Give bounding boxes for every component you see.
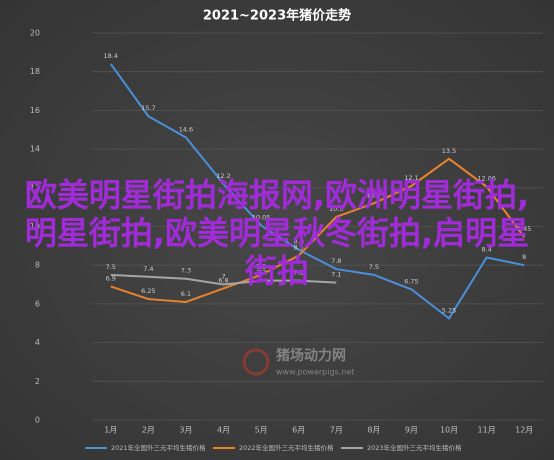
- y-tick-label: 2: [35, 377, 40, 386]
- data-label: 13.5: [442, 147, 456, 155]
- y-tick-label: 8: [35, 261, 40, 270]
- data-label: 8.8: [294, 238, 304, 246]
- chart-title: 2021~2023年猪价走势: [203, 8, 351, 24]
- data-label: 10.5: [329, 205, 343, 213]
- watermark-name: 猪场动力网: [275, 347, 346, 364]
- x-tick-label: 5月: [255, 426, 268, 435]
- y-tick-label: 6: [35, 299, 40, 308]
- data-label: 12.2: [216, 172, 230, 180]
- data-label: 7.5: [106, 263, 116, 271]
- watermark-logo: [242, 348, 270, 376]
- data-label: 7.8: [331, 257, 341, 265]
- data-label: 12.06: [477, 175, 496, 183]
- data-label: 7.5: [256, 263, 266, 271]
- x-tick-label: 12月: [515, 426, 533, 435]
- data-label: 10.05: [252, 214, 271, 222]
- data-label: 6.1: [181, 290, 191, 298]
- data-label: 6.25: [141, 287, 155, 295]
- data-label: 15.7: [141, 104, 155, 112]
- x-tick-label: 1月: [104, 426, 117, 435]
- x-tick-label: 10月: [440, 426, 458, 435]
- x-tick-label: 11月: [478, 426, 496, 435]
- x-tick-label: 2月: [142, 426, 155, 435]
- data-label: 12.1: [404, 174, 418, 182]
- watermark: 猪场动力网 www.powerpigs.net: [242, 347, 354, 377]
- data-label: 11.2: [367, 191, 381, 199]
- legend-label: 2021年全国外三元平均生猪价格: [111, 443, 206, 452]
- y-tick-label: 12: [30, 183, 40, 192]
- y-tick-label: 0: [35, 416, 40, 425]
- y-tick-label: 20: [30, 29, 40, 38]
- x-tick-label: 4月: [217, 426, 230, 435]
- legend-label: 2023年全国外三元平均生猪价格: [367, 443, 462, 452]
- x-tick-label: 8月: [367, 426, 380, 435]
- data-label: 7.2: [294, 269, 304, 277]
- data-label: 7: [221, 273, 225, 281]
- data-label: 6.75: [404, 277, 418, 285]
- series-line: [109, 63, 525, 320]
- x-tick-label: 9月: [405, 426, 418, 435]
- y-tick-label: 4: [35, 338, 40, 347]
- data-label: 6.8: [218, 276, 228, 284]
- data-label: 7.1: [331, 271, 341, 279]
- data-label: 8: [522, 253, 526, 261]
- data-label: 8.5: [294, 244, 304, 252]
- x-tick-label: 7月: [330, 426, 343, 435]
- y-tick-label: 16: [30, 106, 40, 115]
- series-line: [110, 157, 526, 303]
- y-tick-label: 18: [30, 67, 40, 76]
- data-label: 6.9: [106, 274, 116, 282]
- data-label: 14.6: [179, 125, 193, 133]
- overlay-text: 欧美明星街拍海报网,欧洲明星街拍,明星街拍,欧美明星秋冬街拍,启明星街拍: [24, 176, 530, 290]
- data-label: 7.3: [181, 267, 191, 275]
- data-label: 5.25: [442, 306, 456, 314]
- data-label: 7.5: [369, 263, 379, 271]
- x-tick-label: 3月: [179, 426, 192, 435]
- data-label: 18.4: [104, 52, 118, 60]
- watermark-url: www.powerpigs.net: [276, 368, 354, 377]
- data-label: 8.4: [481, 245, 491, 253]
- series-line: [110, 273, 337, 286]
- x-tick-label: 6月: [292, 426, 305, 435]
- data-label: 7.2: [256, 269, 266, 277]
- y-tick-label: 14: [30, 145, 40, 154]
- y-tick-label: 10: [30, 222, 40, 231]
- data-label: 9.45: [517, 225, 531, 233]
- data-label: 7.4: [143, 265, 153, 273]
- legend-label: 2022年全国外三元平均生猪价格: [239, 443, 334, 452]
